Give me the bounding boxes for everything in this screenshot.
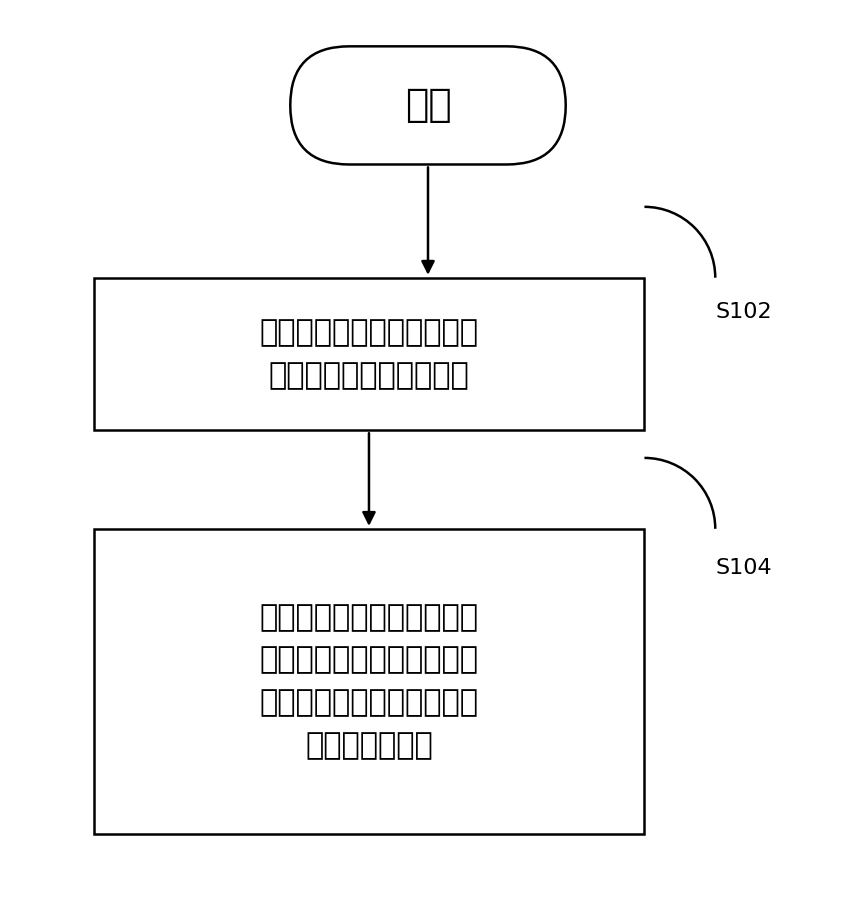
Text: 开始: 开始 xyxy=(405,86,451,124)
Text: S104: S104 xyxy=(716,558,772,578)
FancyBboxPatch shape xyxy=(93,529,645,834)
FancyBboxPatch shape xyxy=(290,46,566,165)
FancyBboxPatch shape xyxy=(93,278,645,431)
Text: 根据路段信息及行驶信息判
断目标车辆的行驶趋势，并
根据行驶趋势得到目标车辆
的预测行驶轨迹: 根据路段信息及行驶信息判 断目标车辆的行驶趋势，并 根据行驶趋势得到目标车辆 的… xyxy=(259,603,479,760)
Text: S102: S102 xyxy=(716,302,772,322)
Text: 获取目标车辆所处的路段信
息和目标车辆的行驶信息: 获取目标车辆所处的路段信 息和目标车辆的行驶信息 xyxy=(259,319,479,390)
